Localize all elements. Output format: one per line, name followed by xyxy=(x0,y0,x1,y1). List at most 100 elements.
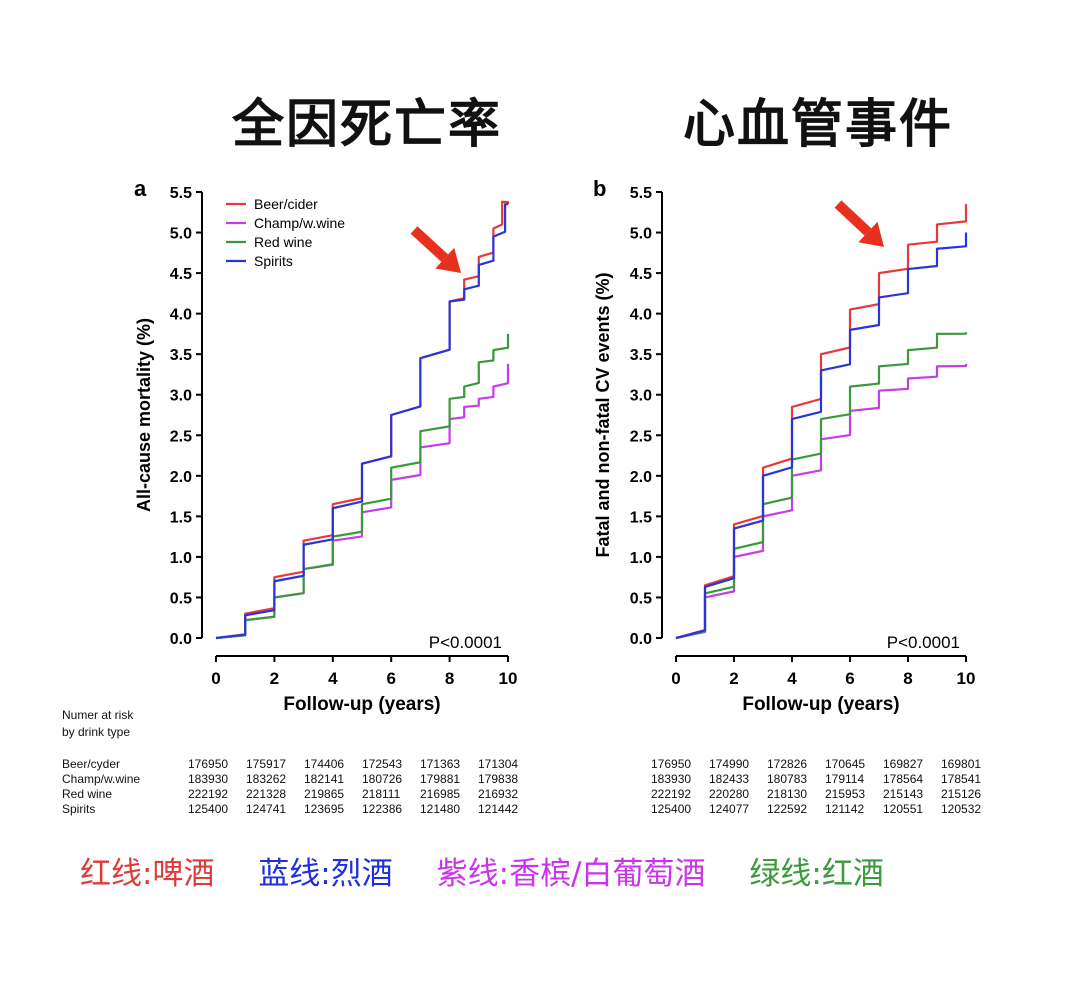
legend-blue-spirits: 蓝线:烈酒 xyxy=(258,856,392,892)
y-tick-label: 3.0 xyxy=(630,388,652,405)
y-tick-label: 5.5 xyxy=(170,185,192,202)
risk-value: 215953 xyxy=(825,787,883,801)
y-tick-label: 0.5 xyxy=(170,590,192,607)
y-tick-label: 4.5 xyxy=(630,266,652,283)
x-tick-label: 4 xyxy=(787,669,797,688)
y-tick-label: 0.0 xyxy=(170,631,192,648)
risk-value: 216985 xyxy=(420,787,478,801)
x-tick-label: 6 xyxy=(845,669,854,688)
risk-label-champ: Champ/w.wine xyxy=(62,772,140,786)
risk-header-line2: by drink type xyxy=(62,724,133,741)
risk-value: 183262 xyxy=(246,772,304,786)
y-tick-label: 1.5 xyxy=(630,509,652,526)
y-tick-label: 2.5 xyxy=(630,428,652,445)
x-tick-label: 8 xyxy=(445,669,454,688)
risk-row: 125400 124077 122592 121142 120551 120532 xyxy=(651,802,999,816)
risk-value: 172543 xyxy=(362,757,420,771)
risk-value: 182141 xyxy=(304,772,362,786)
risk-value: 179838 xyxy=(478,772,536,786)
risk-value: 215143 xyxy=(883,787,941,801)
x-tick-label: 2 xyxy=(270,669,279,688)
risk-value: 182433 xyxy=(709,772,767,786)
y-tick-label: 0.5 xyxy=(630,590,652,607)
risk-label-beer: Beer/cyder xyxy=(62,757,120,771)
risk-value: 180726 xyxy=(362,772,420,786)
risk-row: 125400 124741 123695 122386 121480 121442 xyxy=(188,802,536,816)
y-tick-label: 1.0 xyxy=(630,550,652,567)
risk-value: 120551 xyxy=(883,802,941,816)
risk-value: 218111 xyxy=(362,787,420,801)
series-line-spirits xyxy=(216,204,508,638)
x-tick-label: 2 xyxy=(729,669,738,688)
y-tick-label: 2.5 xyxy=(170,428,192,445)
risk-value: 123695 xyxy=(304,802,362,816)
risk-value: 171363 xyxy=(420,757,478,771)
x-tick-label: 6 xyxy=(386,669,395,688)
risk-value: 170645 xyxy=(825,757,883,771)
y-tick-label: 4.5 xyxy=(170,266,192,283)
legend-green-redwine: 绿线:红酒 xyxy=(749,856,883,892)
risk-value: 172826 xyxy=(767,757,825,771)
risk-value: 174990 xyxy=(709,757,767,771)
y-tick-label: 5.5 xyxy=(630,185,652,202)
risk-value: 174406 xyxy=(304,757,362,771)
panel-letter: b xyxy=(593,176,606,201)
arrow-right-shaft xyxy=(838,204,868,232)
legend-label: Beer/cider xyxy=(254,196,318,212)
y-tick-label: 1.0 xyxy=(170,550,192,567)
risk-value: 124741 xyxy=(246,802,304,816)
legend-label: Champ/w.wine xyxy=(254,215,345,231)
risk-value: 179114 xyxy=(825,772,883,786)
risk-value: 176950 xyxy=(188,757,246,771)
x-tick-label: 8 xyxy=(903,669,912,688)
y-tick-label: 3.5 xyxy=(170,347,192,364)
risk-row: 183930 183262 182141 180726 179881 179838 xyxy=(188,772,536,786)
risk-value: 176950 xyxy=(651,757,709,771)
bottom-color-legend: 红线:啤酒 蓝线:烈酒 紫线:香槟/白葡萄酒 绿线:红酒 xyxy=(80,848,918,893)
risk-value: 125400 xyxy=(651,802,709,816)
x-tick-label: 0 xyxy=(211,669,220,688)
risk-value: 219865 xyxy=(304,787,362,801)
risk-value: 124077 xyxy=(709,802,767,816)
legend-red-beer: 红线:啤酒 xyxy=(80,856,214,892)
risk-value: 169827 xyxy=(883,757,941,771)
legend-label: Spirits xyxy=(254,253,293,269)
y-axis-label: Fatal and non-fatal CV events (%) xyxy=(593,272,613,557)
y-tick-label: 4.0 xyxy=(170,307,192,324)
risk-value: 180783 xyxy=(767,772,825,786)
y-tick-label: 5.0 xyxy=(170,226,192,243)
x-tick-label: 4 xyxy=(328,669,338,688)
panel-letter: a xyxy=(134,176,147,201)
risk-value: 222192 xyxy=(651,787,709,801)
risk-value: 221328 xyxy=(246,787,304,801)
x-tick-label: 0 xyxy=(671,669,680,688)
y-tick-label: 3.5 xyxy=(630,347,652,364)
risk-value: 121142 xyxy=(825,802,883,816)
risk-value: 122592 xyxy=(767,802,825,816)
legend-label: Red wine xyxy=(254,234,313,250)
risk-value: 183930 xyxy=(651,772,709,786)
y-tick-label: 5.0 xyxy=(630,226,652,243)
y-tick-label: 2.0 xyxy=(170,469,192,486)
y-tick-label: 3.0 xyxy=(170,388,192,405)
risk-value: 178564 xyxy=(883,772,941,786)
risk-value: 171304 xyxy=(478,757,536,771)
risk-value: 175917 xyxy=(246,757,304,771)
risk-row: 183930 182433 180783 179114 178564 178541 xyxy=(651,772,999,786)
risk-value: 120532 xyxy=(941,802,999,816)
legend-purple-champ: 紫线:香槟/白葡萄酒 xyxy=(437,856,706,892)
risk-value: 220280 xyxy=(709,787,767,801)
risk-value: 215126 xyxy=(941,787,999,801)
risk-label-red: Red wine xyxy=(62,787,112,801)
risk-value: 178541 xyxy=(941,772,999,786)
risk-value: 121442 xyxy=(478,802,536,816)
x-axis-label: Follow-up (years) xyxy=(742,694,899,715)
x-tick-label: 10 xyxy=(499,669,518,688)
risk-table-header: Numer at risk by drink type xyxy=(62,707,133,741)
y-axis-label: All-cause mortality (%) xyxy=(134,318,154,512)
risk-value: 122386 xyxy=(362,802,420,816)
risk-header-line1: Numer at risk xyxy=(62,707,133,724)
y-tick-label: 2.0 xyxy=(630,469,652,486)
risk-value: 222192 xyxy=(188,787,246,801)
risk-row: 176950 175917 174406 172543 171363 171304 xyxy=(188,757,536,771)
